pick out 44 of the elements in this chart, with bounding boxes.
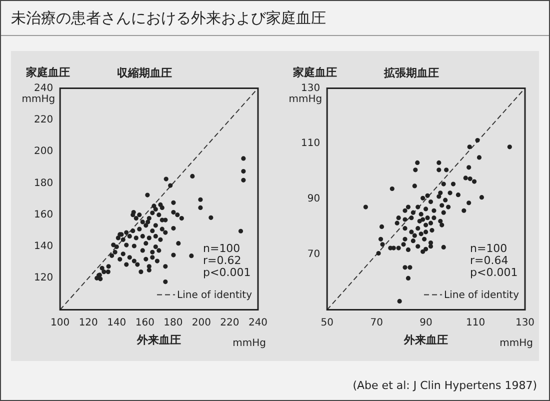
x-tick-label: 220 [220,317,240,328]
x-tick-label: 50 [320,317,334,328]
x-tick-label: 100 [50,317,70,328]
annotation: r=0.64 [470,254,508,267]
chart-title: 収縮期血圧 [117,66,172,80]
x-tick-label: 120 [78,317,98,328]
annotation: n=100 [470,242,508,255]
y-tick-label: 200 [34,146,54,158]
text: mmHg [288,94,322,106]
y-axis-title: 家庭血圧 [292,66,338,80]
x-tick-label: 200 [192,317,211,328]
y-tick-label: 140 [34,241,54,252]
annotation: p<0.001 [470,266,518,279]
y-tick-label: 160 [34,209,54,220]
y-tick-label: 180 [34,178,54,189]
x-tick-label: 140 [107,317,126,328]
y-tick-label: 220 [34,114,54,126]
x-axis-title: 外来血圧 [136,333,182,346]
x-tick-label: 130 [515,317,535,328]
annotation: r=0.62 [203,254,242,267]
chart-title: 拡張期血圧 [383,66,439,80]
y-tick-label: 240 [34,82,54,94]
x-tick-label: 240 [248,317,268,328]
text: 未治療の患者さんにおける外来および家庭血圧 [11,9,326,28]
legend-label: Line of identity [177,290,252,301]
x-tick-label: 70 [370,317,383,328]
text: (Abe et al: J Clin Hypertens 1987) [352,379,537,392]
legend-label: Line of identity [444,290,520,301]
x-tick-label: 90 [420,317,432,328]
annotation: n=100 [203,242,240,255]
y-tick-label: 70 [307,248,320,260]
y-tick-label: 130 [300,82,320,94]
y-axis-title: 家庭血圧 [25,66,70,80]
x-axis-title: 外来血圧 [403,333,448,346]
x-tick-label: 110 [466,317,486,328]
y-tick-label: 90 [307,194,320,205]
text: mmHg [232,338,266,349]
text: mmHg [500,338,533,349]
x-tick-label: 180 [164,317,183,328]
y-tick-label: 120 [34,272,54,284]
text: mmHg [22,94,56,106]
x-tick-label: 160 [135,317,154,328]
y-tick-label: 110 [300,138,320,150]
annotation: p<0.001 [203,266,251,279]
